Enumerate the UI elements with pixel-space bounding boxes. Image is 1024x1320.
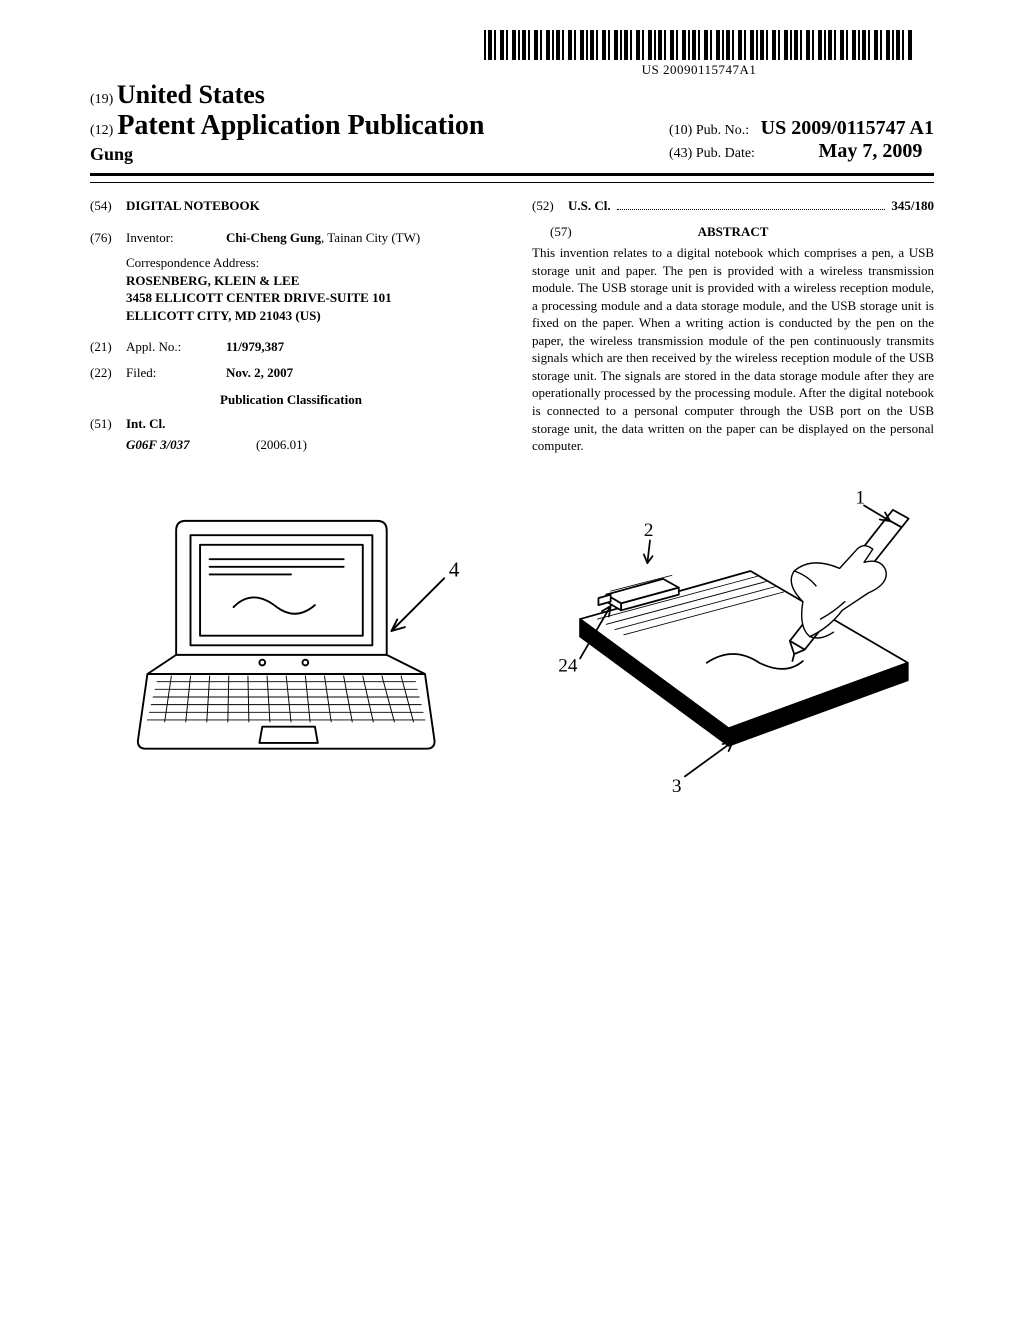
figure-laptop: 4 [90,488,492,803]
inventor-name: Chi-Cheng Gung [226,230,321,245]
intcl-label: Int. Cl. [126,415,165,433]
barcode-label: US 20090115747A1 [484,62,914,78]
header: (19) United States (12) Patent Applicati… [90,80,934,165]
barcode-block: US 20090115747A1 [484,30,914,78]
laptop-drawing: 4 [90,488,492,803]
correspondence-addr1: 3458 ELLICOTT CENTER DRIVE-SUITE 101 [126,289,492,307]
publication-number: US 2009/0115747 A1 [761,117,934,139]
ref-usb: 2 [644,520,654,541]
ref-pen: 1 [855,488,865,509]
inventor-label: Inventor: [126,229,226,247]
inventor-location: , Tainan City (TW) [321,230,420,245]
pubno-label: Pub. No.: [696,123,749,138]
pubdate-code: (43) [669,146,692,161]
filed-label: Filed: [126,364,226,382]
dot-leader [617,197,886,210]
application-number: 11/979,387 [226,338,284,356]
pubno-code: (10) [669,123,692,138]
abstract-label: ABSTRACT [698,223,769,241]
abstract-code: (57) [550,223,586,241]
author-surname: Gung [90,144,484,165]
intcl-code: (51) [90,415,126,433]
barcode-graphic [484,30,914,60]
figure-tablet: 1 2 24 3 [532,488,934,803]
ref-usb-point: 24 [558,656,578,677]
abstract-text: This invention relates to a digital note… [532,244,934,455]
publication-kind: Patent Application Publication [117,110,484,141]
pubclass-title: Publication Classification [90,391,492,409]
uscl-label: U.S. Cl. [568,197,611,215]
country: United States [117,80,265,109]
rule-thick [90,173,934,176]
country-code: (19) [90,92,113,107]
rule-thin [90,182,934,183]
tablet-drawing: 1 2 24 3 [532,488,934,803]
filed-code: (22) [90,364,126,382]
ref-pad: 3 [672,776,682,797]
applno-code: (21) [90,338,126,356]
ref-laptop: 4 [449,557,460,581]
correspondence-addr2: ELLICOTT CITY, MD 21043 (US) [126,307,492,325]
filed-date: Nov. 2, 2007 [226,364,293,382]
applno-label: Appl. No.: [126,338,226,356]
publication-date: May 7, 2009 [818,140,922,162]
left-column: (54) DIGITAL NOTEBOOK (76) Inventor: Chi… [90,193,492,458]
inventor-code: (76) [90,229,126,247]
intcl-year: (2006.01) [256,436,307,454]
pubdate-label: Pub. Date: [696,146,755,161]
invention-title: DIGITAL NOTEBOOK [126,197,260,215]
uscl-code: (52) [532,197,568,215]
uscl-value: 345/180 [891,197,934,215]
right-column: (52) U.S. Cl. 345/180 (57) ABSTRACT This… [532,193,934,458]
title-code: (54) [90,197,126,215]
correspondence-label: Correspondence Address: [126,254,492,272]
correspondence-name: ROSENBERG, KLEIN & LEE [126,272,492,290]
kind-code: (12) [90,123,113,138]
intcl-value: G06F 3/037 [126,436,256,454]
